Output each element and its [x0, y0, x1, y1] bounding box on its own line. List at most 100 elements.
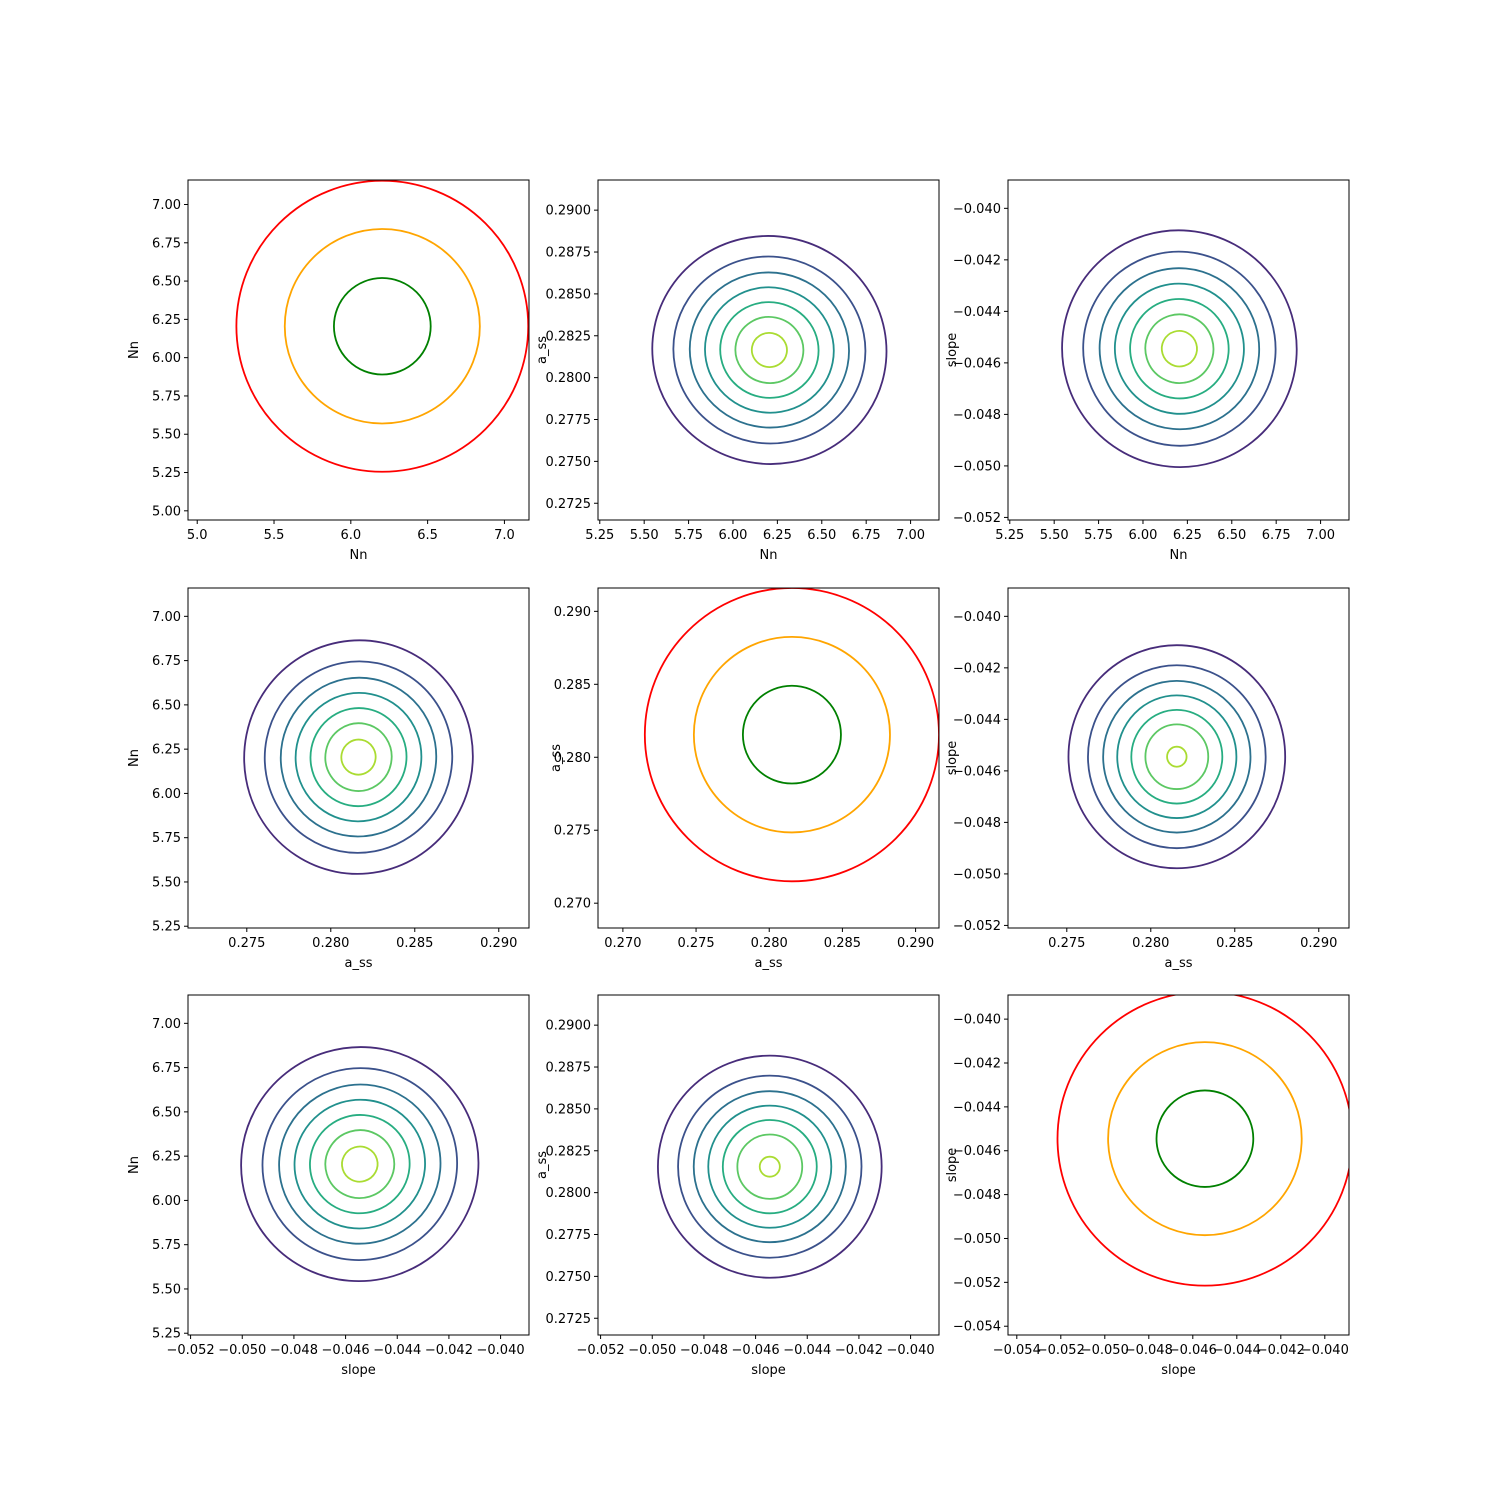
contour-level-6 [750, 331, 788, 369]
contour-level-3 [707, 1104, 833, 1229]
y-tick-label: 0.2725 [546, 1312, 592, 1327]
x-tick-label: −0.050 [218, 1343, 266, 1358]
y-tick-label: 0.290 [554, 605, 591, 620]
subplot-p00: 5.0 5.5 6.0 6.5 7.0 5.00 5.25 5.50 5.75 6.00 6.25 6… [127, 179, 530, 563]
y-axis-label: slope [945, 1148, 960, 1183]
x-tick-label: 6.25 [1173, 528, 1202, 543]
x-tick-label: 6.50 [807, 528, 836, 543]
y-tick-label: −0.042 [953, 253, 1001, 268]
contour-level-5 [1144, 313, 1215, 384]
y-tick-label: 0.2875 [546, 1061, 592, 1076]
y-tick-label: 6.25 [152, 743, 181, 758]
subplot-p22: −0.054−0.052−0.050−0.048−0.046−0.044−0.0… [945, 994, 1350, 1378]
axes-frame [1007, 179, 1350, 521]
y-axis-label: slope [945, 741, 960, 776]
contour-group [1061, 229, 1298, 468]
x-tick-label: −0.050 [1081, 1343, 1129, 1358]
contour-level-0 [235, 180, 529, 473]
x-tick-label: 6.50 [1217, 528, 1246, 543]
contour-group [243, 639, 474, 875]
y-tick-label: 7.00 [152, 610, 181, 625]
y-tick-label: −0.048 [953, 816, 1001, 831]
x-tick-label: 0.285 [824, 936, 861, 951]
y-axis-label: a_ss [535, 1151, 550, 1179]
x-tick-label: 6.25 [763, 528, 792, 543]
contour-level-2 [278, 1083, 442, 1245]
subplot-p01: 5.25 5.50 5.75 6.00 6.25 6.50 6.75 7.00 0.2725 0.… [535, 179, 940, 563]
contour-level-2 [1102, 679, 1252, 834]
subplot-p20: −0.052 −0.050 −0.048 −0.046 −0.044 −0.042 −0.0… [127, 994, 530, 1378]
contour-level-0 [243, 639, 474, 875]
contour-level-2 [741, 684, 842, 785]
y-tick-label: −0.040 [953, 1013, 1001, 1028]
y-tick-label: −0.050 [953, 1232, 1001, 1247]
axes-frame [187, 994, 530, 1336]
y-tick-label: −0.050 [953, 459, 1001, 474]
axes-frame [597, 179, 940, 521]
x-tick-label: 0.290 [897, 936, 934, 951]
contour-level-4 [719, 301, 820, 399]
x-axis-label: Nn [1170, 548, 1188, 563]
contour-level-4 [721, 1119, 818, 1215]
contour-level-6 [1160, 330, 1198, 368]
y-tick-label: 5.75 [152, 1238, 181, 1253]
x-tick-label: 5.75 [674, 528, 703, 543]
y-tick-label: 6.00 [152, 351, 181, 366]
y-tick-label: 0.2775 [546, 413, 592, 428]
y-tick-label: 5.75 [152, 831, 181, 846]
x-tick-label: 0.285 [396, 936, 433, 951]
contour-level-2 [688, 271, 850, 429]
x-tick-label: 7.0 [494, 528, 515, 543]
x-tick-label: −0.046 [732, 1343, 780, 1358]
y-tick-label: 5.50 [152, 875, 181, 890]
y-tick-label: 0.2725 [546, 497, 592, 512]
y-tick-label: 0.280 [554, 751, 591, 766]
x-tick-label: −0.048 [270, 1343, 318, 1358]
x-axis-label: slope [751, 1363, 786, 1378]
x-tick-label: 0.275 [677, 936, 714, 951]
y-tick-label: 0.285 [554, 678, 591, 693]
x-tick-label: −0.040 [887, 1343, 935, 1358]
y-tick-label: 6.75 [152, 1061, 181, 1076]
y-tick-label: −0.044 [953, 713, 1001, 728]
contour-level-2 [333, 277, 432, 376]
contour-group [1056, 995, 1349, 1287]
subplot-p12: 0.275 0.280 0.285 0.290 −0.052 −0.050 −0.048 −0… [945, 587, 1350, 971]
axes-frame [187, 179, 530, 521]
x-tick-label: 0.290 [1300, 936, 1337, 951]
contour-level-5 [736, 1133, 804, 1200]
y-tick-label: 0.275 [554, 824, 591, 839]
subplot-p11: 0.270 0.275 0.280 0.285 0.290 0.270 0.275 0.280… [549, 587, 940, 971]
y-tick-label: 5.50 [152, 428, 181, 443]
y-tick-label: 0.2825 [546, 329, 592, 344]
y-tick-label: 6.75 [152, 236, 181, 251]
contour-level-0 [651, 235, 888, 465]
y-tick-label: −0.046 [953, 1144, 1001, 1159]
contour-level-3 [704, 286, 835, 414]
contour-level-6 [340, 738, 377, 776]
contour-level-3 [1113, 282, 1245, 415]
x-tick-label: 0.280 [312, 936, 349, 951]
contour-level-5 [324, 1129, 396, 1199]
y-axis-label: Nn [127, 341, 142, 359]
y-tick-label: 7.00 [152, 1017, 181, 1032]
contour-level-1 [283, 228, 481, 425]
x-tick-label: −0.054 [993, 1343, 1041, 1358]
x-tick-label: 5.50 [1040, 528, 1069, 543]
x-tick-label: 5.0 [187, 528, 208, 543]
x-tick-label: −0.040 [477, 1343, 525, 1358]
contour-level-5 [324, 722, 393, 792]
x-tick-label: −0.040 [1301, 1343, 1349, 1358]
y-axis-label: a_ss [549, 744, 564, 772]
y-tick-label: −0.054 [953, 1320, 1001, 1335]
y-tick-label: 5.00 [152, 504, 181, 519]
x-tick-label: 6.75 [852, 528, 881, 543]
x-axis-label: slope [1161, 1363, 1196, 1378]
y-tick-label: 0.2800 [546, 1186, 592, 1201]
y-tick-label: 0.2775 [546, 1228, 592, 1243]
contour-level-1 [692, 635, 891, 834]
y-tick-label: 0.2900 [546, 204, 592, 219]
x-tick-label: −0.048 [1125, 1343, 1173, 1358]
contour-level-4 [1129, 298, 1230, 400]
y-tick-label: 0.2850 [546, 287, 592, 302]
